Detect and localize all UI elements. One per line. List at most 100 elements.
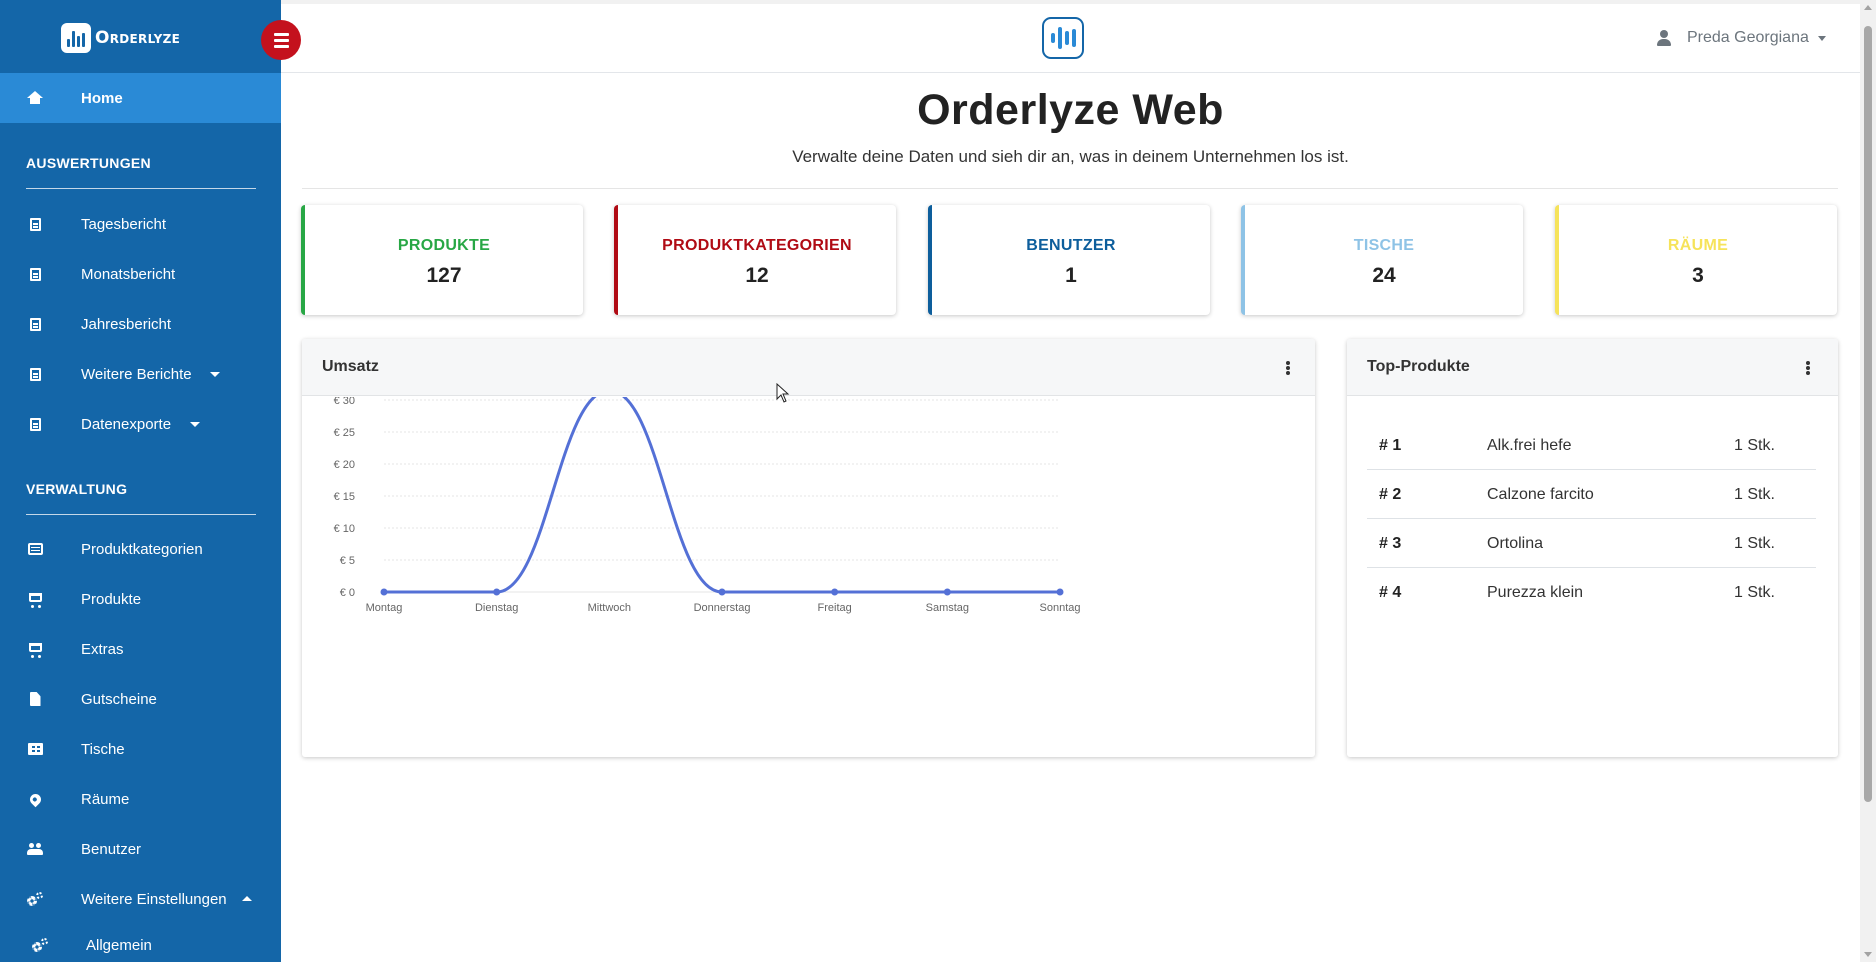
data-point [831,588,839,596]
sidebar-item-label: Benutzer [81,840,142,858]
sales-card: Umsatz € 0€ 5€ 10€ 15€ 20€ 25€ 30€ 35Mon… [302,339,1315,757]
x-tick-label: Mittwoch [588,602,631,614]
scroll-up-icon[interactable] [1864,5,1872,10]
stat-value: 1 [1065,264,1077,287]
sidebar-item-label: Monatsbericht [81,265,176,283]
sidebar-item-weitere-einstellungen[interactable]: Weitere Einstellungen [0,874,281,924]
chevron-down-icon [210,372,220,377]
page-title: Orderlyze Web [917,86,1224,134]
data-point [1056,588,1064,596]
section-title-admin: VERWALTUNG [26,481,128,497]
user-icon [1657,30,1671,46]
rank: # 1 [1379,437,1402,454]
document-icon [27,366,43,382]
quantity: 1 Stk. [1734,486,1775,503]
stat-card-benutzer[interactable]: BENUTZER 1 [928,205,1210,315]
sidebar-item-extras[interactable]: Extras [0,624,281,674]
data-point [943,588,951,596]
product-name: Calzone farcito [1487,486,1594,503]
product-name: Ortolina [1487,535,1544,552]
file-icon [27,691,43,707]
map-pin-icon [27,791,43,807]
card-header: Top-Produkte [1347,339,1838,396]
y-tick-label: € 0 [340,587,355,599]
page-scrollbar[interactable] [1860,0,1876,962]
sidebar-item-tagesbericht[interactable]: Tagesbericht [0,199,281,249]
sidebar-item-tische[interactable]: Tische [0,724,281,774]
user-menu-dropdown[interactable]: Preda Georgiana [1657,29,1826,47]
sidebar-item-label: Datenexporte [81,415,172,433]
x-tick-label: Montag [366,602,403,614]
brand-bars-icon [61,23,91,53]
y-tick-label: € 10 [334,523,355,535]
cart-icon [27,591,43,608]
chevron-down-icon [190,422,200,427]
list-item[interactable]: # 3 Ortolina 1 Stk. [1367,519,1816,568]
top-products-card: Top-Produkte # 1 Alk.frei hefe 1 Stk. # … [1347,339,1838,757]
sales-line-chart: € 0€ 5€ 10€ 15€ 20€ 25€ 30€ 35MontagDien… [334,397,1081,614]
sidebar-item-label: Tagesbericht [81,215,167,233]
stat-card-produkte[interactable]: PRODUKTE 127 [301,205,583,315]
stat-label: PRODUKTE [397,237,491,254]
sidebar-item-label: Weitere Einstellungen [81,890,227,908]
more-options-icon[interactable] [1286,361,1290,375]
cogs-icon [27,891,43,907]
topbar: Preda Georgiana [281,0,1860,73]
scrollbar-thumb[interactable] [1864,26,1872,802]
list-item[interactable]: # 4 Purezza klein 1 Stk. [1367,568,1816,617]
card-title: Top-Produkte [1367,358,1470,375]
chevron-up-icon [242,896,252,901]
table-icon [27,741,43,757]
sidebar-item-jahresbericht[interactable]: Jahresbericht [0,299,281,349]
sidebar-item-label: Tische [81,740,125,758]
sidebar-item-benutzer[interactable]: Benutzer [0,824,281,874]
stat-card-produktkategorien[interactable]: PRODUKTKATEGORIEN 12 [614,205,896,315]
stat-value: 3 [1692,264,1704,287]
mouse-cursor-icon [776,383,790,403]
list-item[interactable]: # 2 Calzone farcito 1 Stk. [1367,470,1816,519]
y-tick-label: € 25 [334,427,355,439]
y-tick-label: € 20 [334,459,355,471]
list-icon [27,541,43,557]
divider [302,188,1838,189]
stat-label: BENUTZER [1026,237,1116,254]
card-title: Umsatz [322,358,379,375]
sidebar-item-monatsbericht[interactable]: Monatsbericht [0,249,281,299]
scroll-down-icon[interactable] [1864,952,1872,957]
cart-plus-icon [27,641,43,658]
sidebar-item-produkte[interactable]: Produkte [0,574,281,624]
stat-label: RÄUME [1667,237,1729,254]
quantity: 1 Stk. [1734,437,1775,454]
x-tick-label: Sonntag [1040,602,1081,614]
quantity: 1 Stk. [1734,535,1775,552]
app-logo-icon[interactable] [1042,17,1084,59]
sidebar-item-gutscheine[interactable]: Gutscheine [0,674,281,724]
x-tick-label: Dienstag [475,602,518,614]
quantity: 1 Stk. [1734,584,1775,601]
sidebar-item-label: Gutscheine [81,690,157,708]
list-item[interactable]: # 1 Alk.frei hefe 1 Stk. [1367,421,1816,470]
x-tick-label: Freitag [818,602,852,614]
sidebar-item-datenexporte[interactable]: Datenexporte [0,399,281,449]
y-tick-label: € 15 [334,491,355,503]
product-name: Purezza klein [1487,584,1584,601]
section-title-reports: AUSWERTUNGEN [26,155,151,171]
more-options-icon[interactable] [1806,361,1810,375]
sidebar-item-label: Jahresbericht [81,315,172,333]
x-tick-label: Samstag [926,602,969,614]
sidebar-item-home[interactable]: Home [0,73,281,123]
stat-value: 127 [426,264,462,287]
sidebar-item-weitere-berichte[interactable]: Weitere Berichte [0,349,281,399]
brand-logo[interactable]: Orderlyze [61,23,180,53]
stat-card-tische[interactable]: TISCHE 24 [1241,205,1523,315]
stat-card-raeume[interactable]: RÄUME 3 [1555,205,1837,315]
data-point [380,588,388,596]
series-line [384,397,1060,594]
rank: # 3 [1379,535,1402,552]
sidebar-item-produktkategorien[interactable]: Produktkategorien [0,524,281,574]
menu-toggle-button[interactable] [261,20,301,60]
page-subtitle: Verwalte deine Daten und sieh dir an, wa… [792,147,1349,166]
stat-value: 24 [1372,264,1396,287]
sidebar-item-raeume[interactable]: Räume [0,774,281,824]
sidebar-subitem-allgemein[interactable]: Allgemein [0,920,281,962]
